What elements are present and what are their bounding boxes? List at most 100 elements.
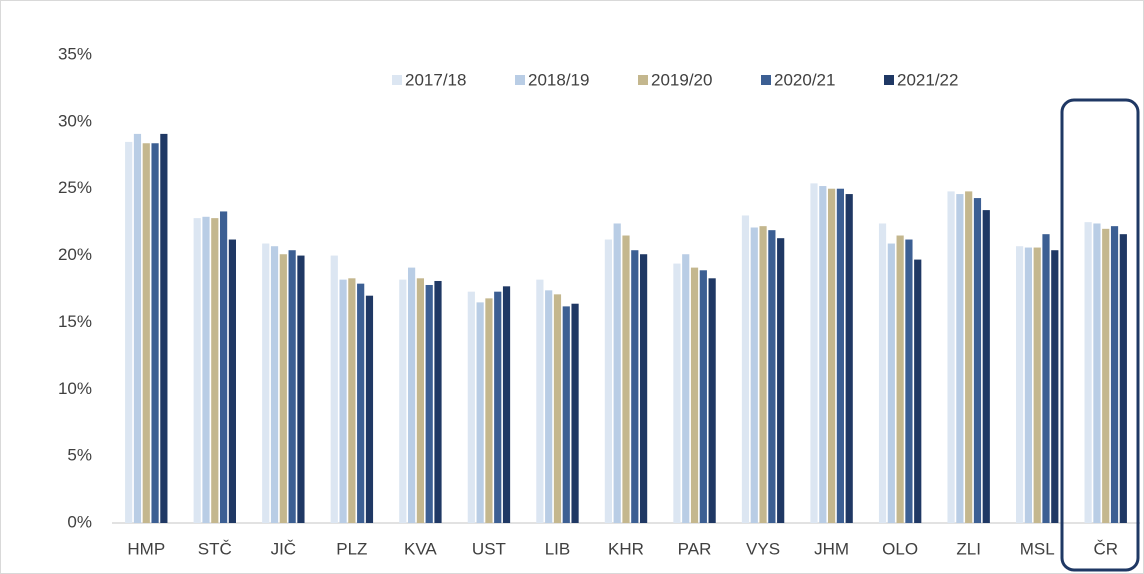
bar [211,218,219,524]
bar [408,267,416,523]
bar [485,298,493,523]
bar [750,227,758,523]
x-tick-label: JHM [814,539,849,558]
bar [1084,222,1092,523]
x-tick-label: HMP [127,539,165,558]
bar [613,223,621,524]
bar [279,254,287,523]
y-tick-label: 35% [58,44,92,63]
bar [631,250,639,524]
legend-swatch [638,75,648,85]
bar [673,263,681,523]
bar [220,211,228,523]
bar [160,133,168,524]
bar [1051,250,1059,524]
bar [690,267,699,523]
bar [819,186,827,524]
bar [947,191,955,524]
x-tick-label: KHR [608,539,644,558]
bar [604,239,612,524]
bar [828,188,836,523]
bar [905,239,913,524]
bar [741,215,750,523]
bar [699,270,707,523]
bar [1042,234,1050,524]
bar [777,238,785,523]
y-tick-label: 25% [58,178,92,197]
bar [416,278,424,523]
bar [262,243,270,523]
bar [125,141,133,523]
bar [759,226,767,523]
bar [973,198,982,523]
bar [228,239,236,524]
bar [1110,226,1119,523]
highlight-box [1060,98,1140,572]
y-tick-label: 0% [67,512,92,531]
bar [1033,247,1041,523]
bar [562,306,570,523]
bar [142,143,150,523]
x-tick-label: PLZ [336,539,367,558]
bar [502,286,511,523]
bar [476,302,484,523]
bar [193,218,201,524]
x-tick-label: KVA [404,539,437,558]
bar [553,294,562,523]
x-tick-label: ZLI [956,539,981,558]
bar [151,143,159,523]
legend-swatch [515,75,525,85]
bar [768,230,776,523]
x-tick-label: LIB [545,539,571,558]
bar [708,278,716,523]
bar [896,235,904,523]
bar [982,210,990,523]
x-tick-label: OLO [882,539,918,558]
y-tick-label: 20% [58,245,92,264]
bar [202,216,210,523]
bar [965,191,973,524]
bar [348,278,356,523]
legend-label: 2018/19 [528,70,589,89]
legend-swatch [884,75,894,85]
bar [545,290,553,523]
bar [357,283,365,523]
bar [288,250,296,524]
x-tick-label: STČ [198,539,232,558]
bar [640,254,648,523]
bar [425,284,433,523]
legend-swatch [392,75,402,85]
x-tick-label: MSL [1020,539,1055,558]
bar [1093,223,1101,524]
bar [434,280,442,523]
y-tick-label: 10% [58,379,92,398]
bar [571,303,579,523]
bar [1102,228,1110,524]
x-tick-label: VYS [746,539,780,558]
bar [810,183,818,523]
y-tick-label: 30% [58,111,92,130]
bar [467,291,475,523]
bar [1016,246,1024,523]
bar [330,255,338,524]
y-tick-label: 15% [58,312,92,331]
bar [1024,247,1032,523]
x-tick-label: UST [472,539,506,558]
x-tick-label: PAR [678,539,712,558]
bar [270,246,279,523]
legend-label: 2020/21 [774,70,835,89]
bar [133,133,142,524]
bar [836,188,844,523]
legend-label: 2017/18 [405,70,466,89]
bar [1119,234,1127,524]
bar [622,235,630,523]
bar [399,279,407,523]
bar [682,254,690,523]
x-tick-label: JIČ [271,539,297,558]
bar [878,223,887,524]
legend-swatch [761,75,771,85]
bar [365,295,374,523]
bar [956,194,964,523]
y-tick-label: 5% [67,446,92,465]
